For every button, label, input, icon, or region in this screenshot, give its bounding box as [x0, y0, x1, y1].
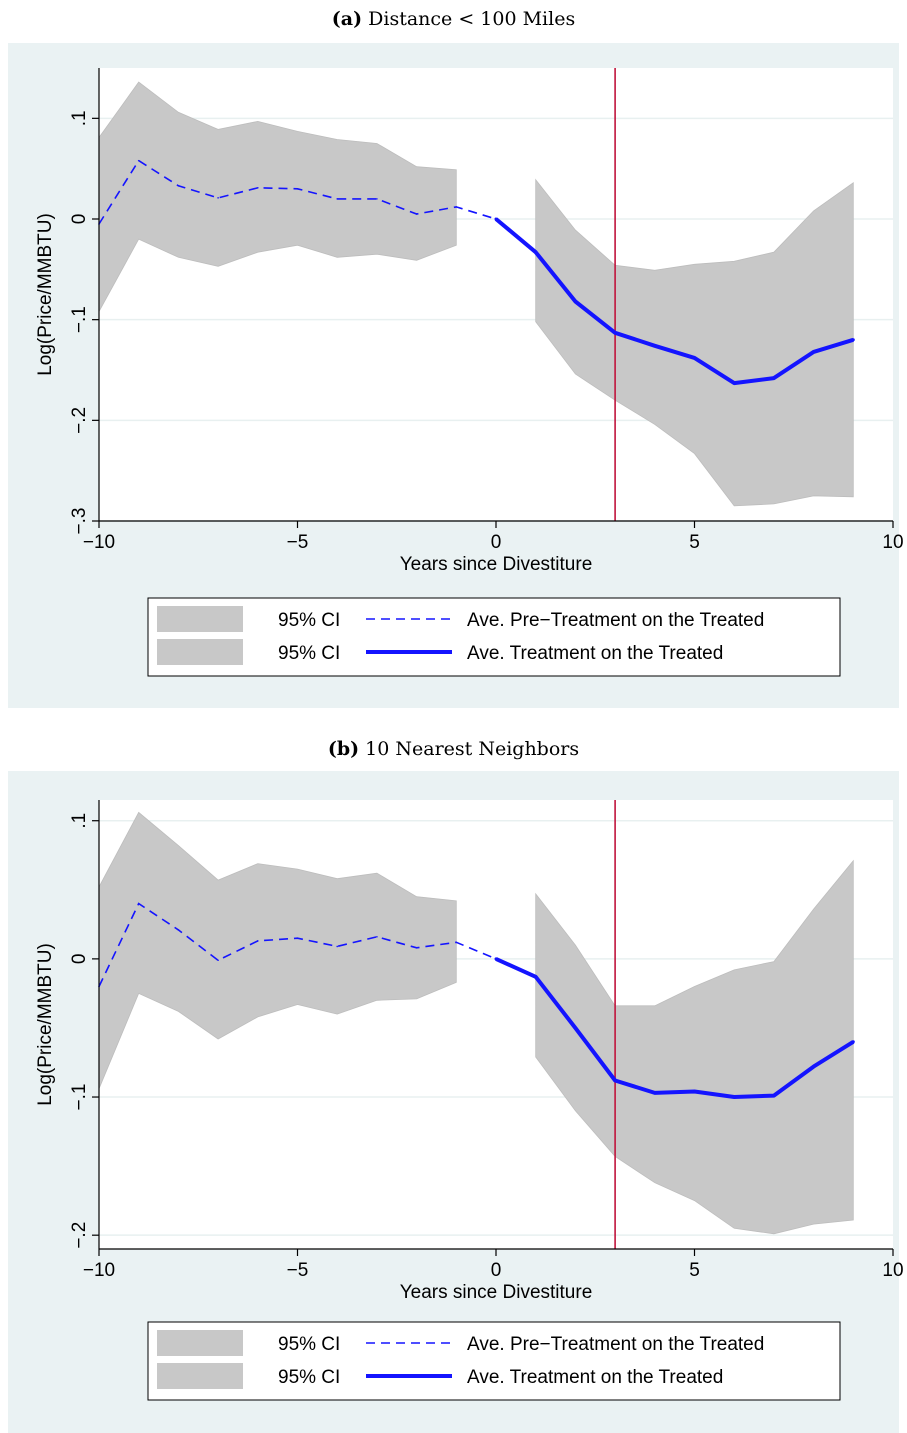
- panel-a-caption-letter: (a): [331, 8, 363, 30]
- x-tick-label: 0: [491, 1260, 502, 1281]
- x-tick-label: 5: [689, 1260, 700, 1281]
- x-tick-label: 10: [882, 1260, 903, 1281]
- treatment-point: [772, 376, 776, 380]
- panel-b-caption: (b) 10 Nearest Neighbors: [0, 738, 907, 760]
- y-tick-label: −.1: [69, 1084, 90, 1111]
- pre-treatment-point: [296, 188, 299, 190]
- treatment-point: [772, 1094, 776, 1098]
- x-tick-label: −10: [83, 532, 115, 553]
- treatment-point: [812, 1065, 816, 1069]
- treatment-point: [732, 1095, 736, 1099]
- panel-a-chart: −10 −5 0 5 10 −.3 −.2 −.1 0 .1 Years since Divesti…: [8, 43, 904, 708]
- treatment-point: [534, 250, 538, 254]
- y-tick-label: 0: [69, 954, 90, 965]
- x-tick-label: 10: [882, 532, 903, 553]
- x-axis-title: Years since Divestiture: [400, 1282, 593, 1303]
- pre-treatment-point: [137, 159, 140, 162]
- pre-treatment-point: [415, 947, 418, 949]
- pre-treatment-point: [376, 935, 378, 938]
- y-tick-label: −.2: [69, 1222, 90, 1249]
- x-axis-title: Years since Divestiture: [400, 554, 593, 575]
- treatment-point: [494, 957, 498, 961]
- pre-treatment-point: [296, 937, 299, 939]
- y-tick-label: .1: [69, 813, 90, 829]
- legend-series-label: Ave. Pre−Treatment on the Treated: [467, 1334, 764, 1355]
- legend-ci-label: 95% CI: [278, 1334, 340, 1355]
- legend-ci-label: 95% CI: [278, 610, 340, 631]
- pre-treatment-point: [336, 198, 339, 200]
- y-axis-title: Log(Price/MMBTU): [35, 943, 56, 1106]
- x-tick-label: −5: [287, 532, 309, 553]
- legend-series-label: Ave. Treatment on the Treated: [467, 643, 723, 664]
- pre-treatment-point: [217, 959, 219, 962]
- panel-b-chart: −10 −5 0 5 10 −.2 −.1 0 .1 Years since Divestitur…: [8, 771, 904, 1433]
- treatment-point: [732, 381, 736, 385]
- treatment-point: [613, 1078, 617, 1082]
- pre-treatment-point: [415, 213, 418, 215]
- legend-series-label: Ave. Pre−Treatment on the Treated: [467, 610, 764, 631]
- treatment-point: [693, 1090, 696, 1094]
- pre-treatment-point: [336, 945, 339, 948]
- pre-treatment-point: [257, 940, 259, 942]
- legend-ci-swatch: [157, 1330, 243, 1356]
- pre-treatment-ci-band: [98, 811, 457, 1089]
- treatment-point: [494, 217, 498, 221]
- y-tick-label: −.2: [69, 407, 90, 434]
- legend-ci-swatch: [157, 606, 243, 632]
- treatment-point: [573, 300, 577, 304]
- pre-treatment-point: [177, 929, 180, 931]
- y-axis-title: Log(Price/MMBTU): [35, 213, 56, 376]
- legend-series-label: Ave. Treatment on the Treated: [467, 1367, 723, 1388]
- treatment-point: [534, 975, 538, 979]
- treatment-point: [653, 344, 657, 348]
- pre-treatment-point: [257, 186, 259, 189]
- x-tick-label: −5: [287, 1260, 309, 1281]
- legend-ci-swatch: [157, 1363, 243, 1389]
- treatment-point: [653, 1091, 657, 1095]
- pre-treatment-point: [217, 197, 219, 199]
- pre-treatment-point: [177, 184, 180, 187]
- legend-ci-label: 95% CI: [278, 1367, 340, 1388]
- treatment-point: [851, 1040, 855, 1044]
- panel-a-caption: (a) Distance < 100 Miles: [0, 8, 907, 30]
- pre-treatment-point: [455, 206, 458, 208]
- pre-treatment-point: [137, 902, 140, 905]
- legend-box: [147, 1321, 841, 1401]
- treatment-point: [693, 356, 696, 360]
- panel-b-caption-text: 10 Nearest Neighbors: [365, 738, 580, 760]
- y-tick-label: 0: [69, 214, 90, 225]
- treatment-point: [812, 350, 816, 354]
- panel-a-caption-text: Distance < 100 Miles: [368, 8, 576, 30]
- pre-treatment-point: [455, 941, 458, 944]
- y-tick-label: −.1: [69, 306, 90, 333]
- panel-b-caption-letter: (b): [327, 738, 360, 760]
- x-tick-label: −10: [83, 1260, 115, 1281]
- treatment-line: [495, 957, 855, 1099]
- x-tick-label: 0: [491, 532, 502, 553]
- y-tick-label: .1: [69, 110, 90, 126]
- legend-box: [147, 597, 841, 677]
- pre-treatment-point: [376, 198, 378, 200]
- treatment-point: [851, 338, 855, 342]
- legend-ci-swatch: [157, 639, 243, 665]
- y-tick-label: −.3: [69, 508, 90, 535]
- treatment-point: [613, 331, 617, 335]
- x-tick-label: 5: [689, 532, 700, 553]
- pre-treatment-ci-band: [98, 81, 457, 312]
- legend-ci-label: 95% CI: [278, 643, 340, 664]
- treatment-point: [573, 1026, 577, 1030]
- treatment-line: [494, 217, 854, 386]
